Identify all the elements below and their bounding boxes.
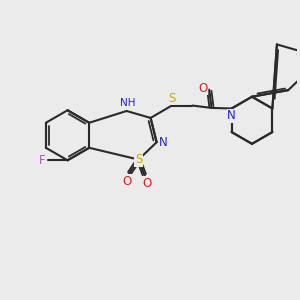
- Text: F: F: [39, 154, 46, 167]
- Text: O: O: [122, 175, 131, 188]
- Text: O: O: [142, 177, 151, 190]
- Text: N: N: [159, 136, 167, 149]
- Text: N: N: [227, 110, 236, 122]
- Text: O: O: [198, 82, 207, 95]
- Text: S: S: [135, 153, 142, 166]
- Text: NH: NH: [120, 98, 136, 108]
- Text: S: S: [168, 92, 176, 105]
